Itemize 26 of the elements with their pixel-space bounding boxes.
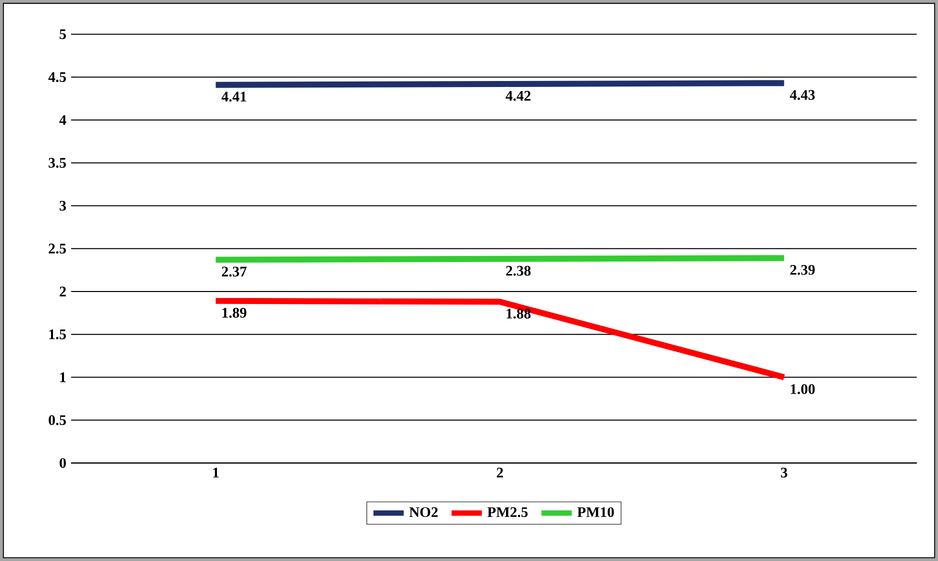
- x-tick-label: 3: [780, 468, 788, 478]
- data-label: 4.41: [222, 92, 246, 102]
- data-label: 4.43: [790, 90, 815, 100]
- y-tick-label: 3: [60, 200, 66, 211]
- data-label: 1.00: [790, 384, 815, 394]
- y-tick-label: 2.5: [48, 244, 66, 254]
- y-tick-label: 4: [59, 115, 66, 125]
- y-tick-label: 4.5: [48, 72, 66, 82]
- legend-label: PM10: [577, 507, 614, 518]
- y-tick-label: 0: [60, 458, 66, 468]
- y-tick-label: 2: [60, 286, 66, 296]
- data-label: 1.88: [506, 308, 531, 319]
- data-label: 4.42: [506, 90, 530, 101]
- legend-label: PM2.5: [487, 507, 528, 518]
- data-label: 1.89: [222, 308, 246, 318]
- y-tick-label: 3.5: [48, 158, 66, 168]
- y-tick-label: 5: [60, 29, 66, 40]
- x-tick-label: 2: [496, 468, 503, 478]
- y-tick-label: 1.5: [49, 329, 66, 340]
- x-tick-label: 1: [213, 468, 219, 478]
- legend-label: NO2: [409, 507, 438, 517]
- data-label: 2.38: [506, 266, 531, 276]
- data-label: 2.37: [222, 266, 247, 277]
- y-tick-label: 0.5: [48, 415, 66, 426]
- y-tick-label: 1: [60, 372, 66, 382]
- data-label: 2.39: [790, 264, 815, 275]
